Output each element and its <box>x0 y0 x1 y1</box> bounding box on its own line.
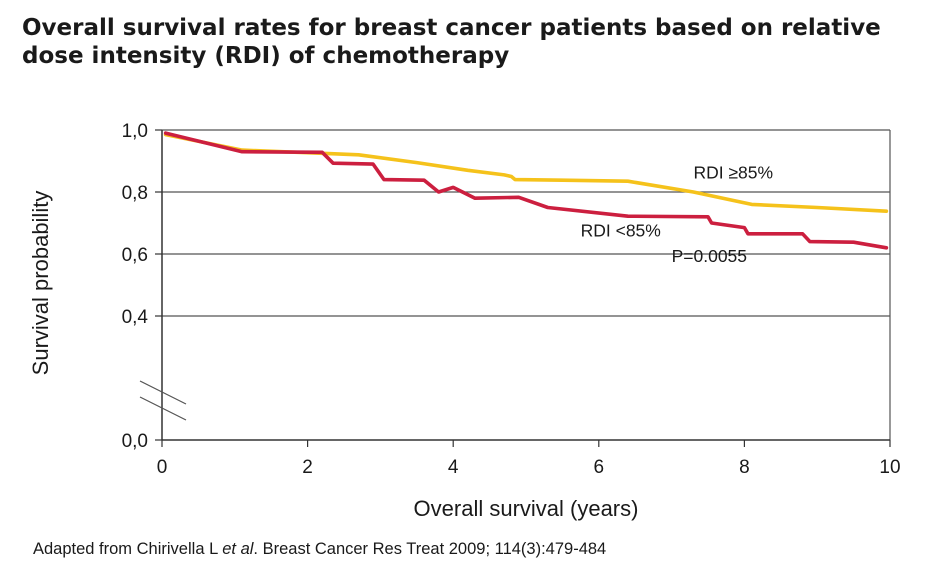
y-tick-label: 0,8 <box>122 183 148 204</box>
x-tick-label: 0 <box>157 457 168 478</box>
axis-break-mark <box>139 396 187 421</box>
series-line-rdi-below-85 <box>163 131 889 250</box>
annotation-rdi-85-or-more: RDI ≥85% <box>693 163 773 183</box>
annotation-p-value: P=0.0055 <box>672 246 747 266</box>
chart-title: Overall survival rates for breast cancer… <box>22 14 902 70</box>
x-tick-label: 6 <box>594 457 605 478</box>
x-tick-label: 2 <box>302 457 313 478</box>
caption-text-after: . Breast Cancer Res Treat 2009; 114(3):4… <box>253 540 607 558</box>
x-tick-label: 8 <box>739 457 750 478</box>
series-line-rdi-85-or-more <box>163 132 889 213</box>
y-tick-label: 0,6 <box>122 245 148 266</box>
y-axis-title: Survival probability <box>28 191 53 376</box>
caption-text-before: Adapted from Chirivella L <box>33 540 223 558</box>
chart-title-line-1: Overall survival rates for breast cancer… <box>22 15 881 41</box>
x-tick-label: 10 <box>879 457 900 478</box>
x-tick-label: 4 <box>448 457 459 478</box>
caption-text-italic: et al <box>222 540 254 558</box>
y-tick-label: 0,0 <box>122 431 148 452</box>
source-caption: Adapted from Chirivella L et al. Breast … <box>33 540 606 559</box>
annotation-rdi-below-85: RDI <85% <box>581 220 661 240</box>
x-axis-title: Overall survival (years) <box>414 496 639 521</box>
axis-break-mark <box>139 380 187 405</box>
chart-title-line-2: dose intensity (RDI) of chemotherapy <box>22 43 510 69</box>
y-tick-label: 1,0 <box>122 121 148 142</box>
y-tick-label: 0,4 <box>122 307 149 328</box>
